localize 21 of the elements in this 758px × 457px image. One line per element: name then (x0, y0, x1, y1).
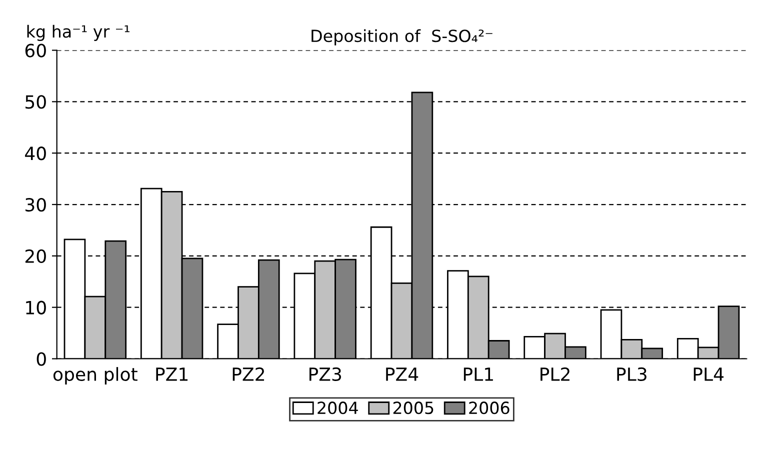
x-tick-label: PL4 (694, 368, 724, 381)
y-tick-label: 0 (36, 352, 46, 366)
x-tick-label: PZ3 (310, 367, 342, 382)
x-tick-label: open plot (53, 367, 138, 385)
x-tick-label: PL2 (540, 367, 570, 381)
x-tick-label: PZ4 (386, 368, 418, 381)
legend-label: 2006 (469, 402, 510, 414)
legend-label: 2004 (318, 402, 358, 414)
x-tick-label: PL3 (617, 367, 646, 382)
y-axis-title: kg ha⁻¹ yr ⁻¹ (27, 24, 130, 42)
x-tick-label: PL1 (464, 368, 493, 381)
y-tick-label: 40 (25, 146, 46, 160)
y-tick-label: 20 (25, 249, 46, 264)
chart-title: Deposition of S-SO₄²⁻ (312, 29, 492, 46)
legend-label: 2005 (393, 402, 434, 414)
x-tick-label: PZ2 (232, 367, 264, 381)
x-tick-label: PZ1 (156, 368, 188, 381)
y-tick-label: 30 (26, 198, 46, 212)
y-tick-label: 60 (25, 44, 46, 58)
y-tick-label: 50 (26, 95, 46, 109)
y-tick-label: 10 (26, 300, 46, 314)
